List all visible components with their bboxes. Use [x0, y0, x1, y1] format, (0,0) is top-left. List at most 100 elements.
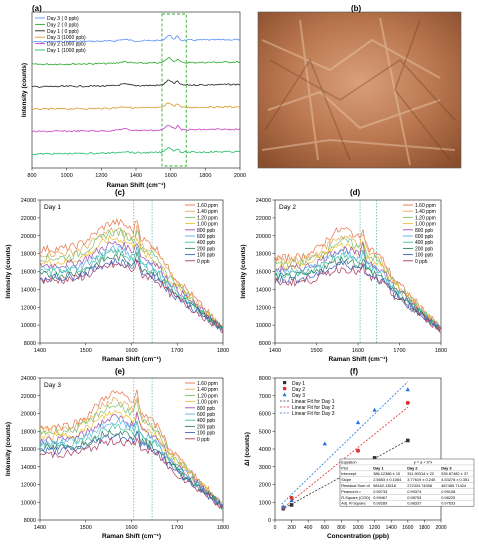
table-cell: 0.97633 — [441, 501, 455, 506]
table-cell: 0.99733 — [373, 489, 387, 494]
table-cell: Residual Sum of — [341, 483, 370, 488]
table-cell: 4.53278 ± 0.351 — [441, 477, 469, 482]
fit-line — [281, 381, 409, 505]
y-tick-label: 5000 — [259, 429, 271, 435]
data-point — [289, 503, 294, 507]
legend-label: Linear Fit for Day 2 — [292, 405, 335, 411]
y-tick-label: 8000 — [24, 518, 36, 524]
x-tick-label: 0 — [274, 525, 277, 531]
micrograph-texture — [261, 17, 456, 166]
x-tick-label: 1000 — [61, 173, 73, 179]
table-cell: 386.12386 ± 10 — [373, 471, 401, 476]
series-line — [39, 417, 224, 506]
data-point — [356, 448, 360, 453]
panel-c-chart: 1400 1500 1600 1700 1800 8000 10000 12000 14000 1… — [5, 198, 229, 363]
series-line — [39, 234, 224, 330]
y-tick-label: 7000 — [259, 394, 271, 400]
legend-marker — [282, 386, 287, 391]
y-tick-label: 4000 — [259, 447, 271, 453]
y-tick-label: 10000 — [21, 323, 36, 329]
series-line — [274, 237, 442, 333]
x-tick-label: 400 — [304, 525, 313, 531]
data-point — [405, 387, 410, 392]
y-tick-label: 6000 — [259, 412, 271, 418]
data-point — [355, 420, 361, 425]
legend-label: 1.40 ppm — [197, 387, 218, 393]
legend-label: 1.20 ppm — [197, 215, 218, 221]
legend-label: 200 ppb — [415, 246, 433, 252]
y-tick-label: 18000 — [21, 252, 36, 258]
panel-a-chart: 800 1000 1200 1400 1600 1800 2000 Raman Shift (… — [21, 11, 246, 189]
data-point — [372, 407, 377, 412]
y-tick-label: 22000 — [21, 216, 36, 222]
y-tick-label: 12000 — [21, 305, 36, 311]
table-cell: 2.5653 ± 0.1064 — [373, 477, 402, 482]
legend-label: Day 3 — [292, 393, 305, 399]
legend-label: 800 ppb — [415, 228, 433, 234]
x-tick-label: 1700 — [171, 525, 183, 531]
series-line — [39, 396, 224, 507]
x-tick-label: 1600 — [402, 525, 413, 531]
table-cell: 0.98337 — [407, 501, 421, 506]
panel-f-chart: 0 200 400 600 800 1000 1200 1400 1600 1800 2000 0 10… — [244, 376, 475, 540]
series-line — [32, 79, 241, 88]
series-line — [39, 257, 224, 333]
y-tick-label: 14000 — [21, 287, 36, 293]
table-cell: 272324.74008 — [407, 483, 432, 488]
y-tick-label: 16000 — [21, 270, 36, 276]
table-cell: Plot — [341, 465, 349, 470]
legend-label: 100 ppb — [197, 253, 215, 259]
legend-label: 600 ppb — [197, 234, 215, 240]
x-axis-label: Raman Shift (cm⁻¹) — [106, 182, 165, 189]
table-cell: Intercept — [341, 471, 357, 476]
x-tick-label: 1600 — [352, 348, 364, 354]
table-cell: 58162.13518 — [373, 483, 396, 488]
legend-label: Day 3 ( 0 ppb) — [47, 16, 79, 22]
legend-label: 800 ppb — [197, 406, 215, 412]
legend-marker — [283, 381, 287, 385]
series-line — [39, 228, 224, 330]
table-cell: Day 1 — [373, 465, 384, 470]
x-axis-label: Raman Shift (cm⁻¹) — [102, 533, 161, 540]
legend-label: 0 ppb — [197, 259, 210, 265]
x-axis-label: Raman Shift (cm⁻¹) — [328, 356, 387, 363]
table-cell: y = a + b*x — [414, 459, 433, 464]
series-line — [39, 411, 224, 510]
table-cell: 0.99374 — [407, 489, 422, 494]
series-line — [39, 240, 224, 333]
series-line — [39, 259, 224, 334]
legend-label: 1.00 ppm — [415, 222, 436, 228]
data-point — [281, 504, 286, 509]
y-tick-label: 16000 — [21, 447, 36, 453]
y-axis-label: Intensity (counts) — [240, 244, 247, 298]
x-tick-label: 1500 — [80, 525, 92, 531]
y-tick-label: 12000 — [21, 483, 36, 489]
x-tick-label: 1800 — [419, 525, 430, 531]
table-cell: 0.99467 — [373, 495, 387, 500]
x-tick-label: 1400 — [34, 348, 46, 354]
y-tick-label: 14000 — [256, 287, 271, 293]
y-tick-label: 1000 — [259, 500, 271, 506]
y-tick-label: 24000 — [256, 198, 271, 204]
y-tick-label: 8000 — [259, 341, 271, 347]
legend-marker — [282, 392, 287, 397]
legend-label: 1.20 ppm — [415, 215, 436, 221]
y-axis-label: ΔI (counts) — [244, 432, 251, 466]
x-tick-label: 1800 — [217, 348, 229, 354]
y-tick-label: 14000 — [21, 465, 36, 471]
y-tick-label: 16000 — [256, 270, 271, 276]
x-tick-label: 1400 — [130, 173, 142, 179]
x-tick-label: 1800 — [435, 348, 447, 354]
x-tick-label: 1400 — [269, 348, 281, 354]
legend-label: 1.60 ppm — [197, 203, 218, 209]
x-tick-label: 1600 — [165, 173, 177, 179]
y-axis-label: Intensity (counts) — [5, 422, 12, 476]
table-cell: Adj. R-Square — [341, 501, 365, 506]
series-line — [39, 420, 224, 509]
table-cell: 535.87482 ± 37 — [441, 471, 468, 476]
highlight-box — [161, 13, 187, 167]
data-point — [289, 495, 294, 500]
legend-label: 600 ppb — [197, 412, 215, 418]
data-point — [372, 456, 377, 460]
